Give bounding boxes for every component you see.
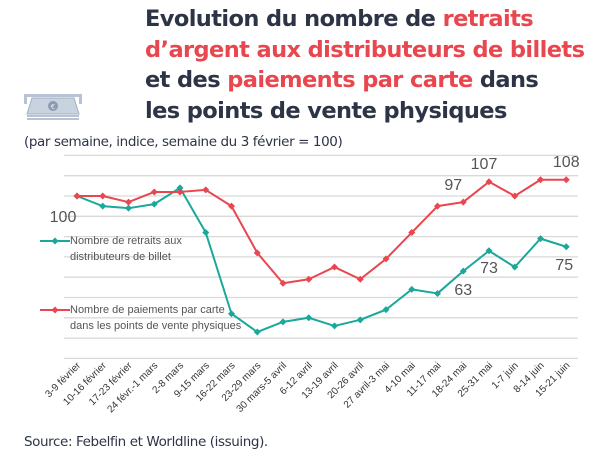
legend-line: Nombre de retraits aux [70, 235, 182, 247]
data-point [228, 202, 235, 210]
data-point [99, 202, 107, 210]
title-highlight: retraits [442, 6, 534, 32]
title-text: dans [472, 67, 539, 93]
data-point [73, 192, 81, 200]
title-highlight: paiements par carte [227, 67, 473, 93]
title-line-3: et des paiements par carte dans [145, 65, 584, 96]
title-line-2: d’argent aux distributeurs de billets [145, 35, 585, 66]
legend-line: distributeurs de billet [70, 251, 171, 263]
data-label: 73 [480, 260, 498, 277]
series-line [76, 186, 567, 334]
title-line-4: les points de vente physiques [145, 96, 584, 127]
data-point [150, 188, 158, 196]
data-point [279, 279, 287, 287]
legend-label-payments: Nombre de paiements par carte dans les p… [70, 302, 241, 334]
title-text: et des [145, 67, 228, 93]
data-point [382, 255, 390, 263]
data-point [485, 178, 493, 186]
title-highlight: d’argent aux distributeurs de billets [145, 36, 585, 63]
data-point [459, 267, 467, 275]
data-point [176, 184, 184, 192]
data-point [305, 314, 313, 322]
data-point [408, 285, 416, 293]
chart-title: Evolution du nombre de retraits d’argent… [145, 4, 585, 127]
data-point [356, 316, 364, 324]
data-point [125, 198, 132, 206]
data-point [562, 243, 570, 251]
data-point [305, 275, 313, 283]
title-text: Evolution du nombre de [145, 6, 443, 32]
source-note: Source: Febelfin et Worldline (issuing). [24, 434, 268, 450]
data-point [434, 202, 441, 210]
title-text: les points de vente physiques [145, 97, 507, 124]
data-point [202, 186, 210, 194]
data-point [408, 229, 416, 237]
data-point [176, 188, 184, 196]
data-point [434, 289, 441, 297]
data-label: 100 [50, 209, 77, 226]
banknote-euro-icon: € [24, 94, 82, 120]
data-point [511, 192, 519, 200]
data-label: 75 [555, 257, 573, 274]
data-point [537, 176, 544, 184]
data-point [459, 198, 467, 206]
data-point [485, 247, 493, 255]
data-point [511, 263, 519, 271]
data-point [228, 310, 235, 318]
data-point [382, 306, 390, 314]
data-label: 97 [444, 177, 462, 194]
chart-subtitle: (par semaine, indice, semaine du 3 févri… [24, 134, 343, 150]
legend-marker [51, 306, 59, 314]
data-point [99, 192, 107, 200]
data-label: 107 [471, 156, 498, 173]
data-point [356, 275, 364, 283]
legend-line: dans les points de vente physiques [70, 320, 242, 332]
data-point [562, 176, 570, 184]
title-line-1: Evolution du nombre de retraits [145, 4, 584, 35]
data-label: 108 [553, 154, 580, 171]
data-point [331, 322, 338, 330]
legend-line: Nombre de paiements par carte [70, 304, 225, 316]
data-point [125, 204, 132, 212]
legend-marker [51, 237, 59, 245]
data-point [253, 328, 261, 336]
data-point [331, 263, 338, 271]
series-line [77, 178, 567, 285]
data-point [537, 235, 544, 243]
data-point [202, 229, 210, 237]
data-point [279, 318, 287, 326]
legend-label-withdrawals: Nombre de retraits aux distributeurs de … [70, 233, 182, 265]
data-point [253, 249, 261, 257]
svg-text:€: € [51, 103, 55, 111]
data-point [150, 200, 158, 208]
data-label: 63 [454, 282, 472, 299]
